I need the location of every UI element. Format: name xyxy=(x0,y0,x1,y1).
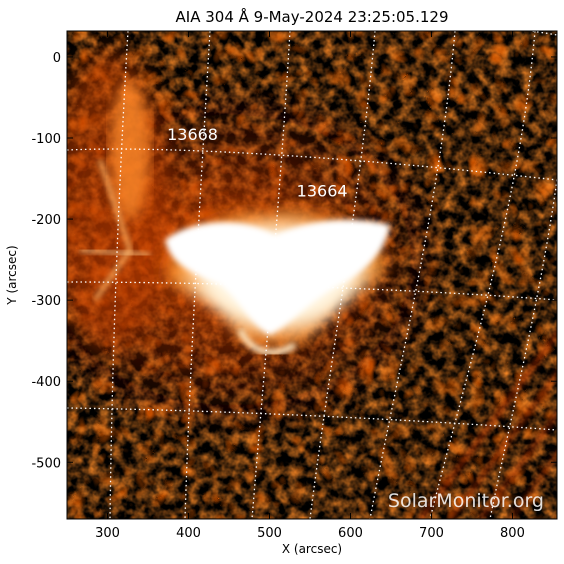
active-region-labels: 13668 13664 xyxy=(167,125,347,201)
y-tick-label: -500 xyxy=(31,456,61,471)
image-title: AIA 304 Å 9-May-2024 23:25:05.129 xyxy=(176,7,449,26)
y-tick-label: -400 xyxy=(31,375,61,390)
y-tick-label: -100 xyxy=(31,132,61,147)
active-region-label: 13668 xyxy=(167,125,218,144)
y-axis-ticks: 0 -100 -200 -300 -400 -500 xyxy=(31,51,557,471)
x-axis-ticks: 300 400 500 600 700 800 xyxy=(95,31,525,541)
x-axis-label: X (arcsec) xyxy=(282,542,342,556)
watermark: SolarMonitor.org xyxy=(388,490,544,512)
y-axis-label: Y (arcsec) xyxy=(5,245,19,305)
solar-image xyxy=(67,31,557,519)
x-tick-label: 700 xyxy=(419,526,444,541)
x-tick-label: 500 xyxy=(257,526,282,541)
x-tick-label: 400 xyxy=(176,526,201,541)
x-tick-label: 300 xyxy=(95,526,120,541)
active-region-label: 13664 xyxy=(297,182,348,201)
y-tick-label: -200 xyxy=(31,213,61,228)
x-tick-label: 600 xyxy=(338,526,363,541)
plot-frame xyxy=(66,30,558,520)
heliographic-grid xyxy=(67,31,557,519)
x-tick-label: 800 xyxy=(500,526,525,541)
y-tick-label: 0 xyxy=(53,51,61,66)
y-tick-label: -300 xyxy=(31,294,61,309)
